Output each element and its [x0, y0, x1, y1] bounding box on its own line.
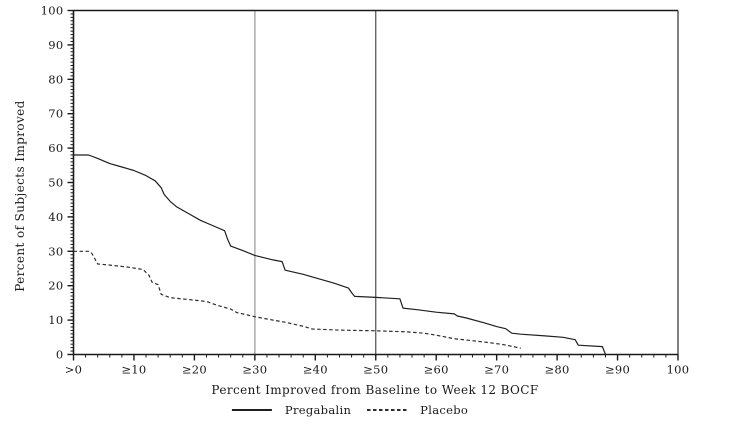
legend-item-pregabalin: Pregabalin — [231, 403, 352, 417]
x-tick-label: ≥90 — [605, 363, 630, 377]
y-tick-label: 20 — [48, 279, 63, 293]
y-tick-label: 50 — [48, 176, 63, 190]
legend-item-placebo: Placebo — [367, 403, 468, 417]
x-tick-label: ≥40 — [303, 363, 328, 377]
y-tick-label: 60 — [48, 141, 63, 155]
legend-label-pregabalin: Pregabalin — [284, 403, 352, 417]
y-tick-label: 100 — [41, 4, 64, 18]
y-tick-label: 80 — [48, 72, 63, 86]
y-tick-label: 70 — [48, 107, 63, 121]
y-tick-label: 10 — [48, 313, 63, 327]
placebo-line-sample-icon — [367, 409, 408, 411]
x-tick-label: ≥30 — [242, 363, 267, 377]
x-tick-label: ≥70 — [484, 363, 509, 377]
y-tick-label: 30 — [48, 244, 63, 258]
series-pregabalin — [73, 154, 607, 355]
y-tick-label: 90 — [48, 38, 63, 52]
x-tick-label: ≥60 — [424, 363, 449, 377]
y-tick-label: 40 — [48, 210, 63, 224]
pregabalin-line-sample-icon — [231, 409, 272, 411]
legend-label-placebo: Placebo — [420, 403, 469, 417]
x-tick-label: ≥80 — [545, 363, 570, 377]
x-tick-label: ≥50 — [363, 363, 388, 377]
x-axis-title: Percent Improved from Baseline to Week 1… — [211, 383, 539, 397]
y-tick-label: 0 — [56, 348, 64, 362]
legend: Pregabalin Placebo — [231, 403, 468, 417]
x-tick-label: ≥20 — [182, 363, 207, 377]
y-axis-title: Percent of Subjects Improved — [13, 100, 27, 292]
x-tick-label: 100 — [667, 363, 690, 377]
x-tick-label: >0 — [65, 363, 83, 377]
x-tick-label: ≥10 — [121, 363, 146, 377]
series-placebo — [73, 250, 521, 349]
